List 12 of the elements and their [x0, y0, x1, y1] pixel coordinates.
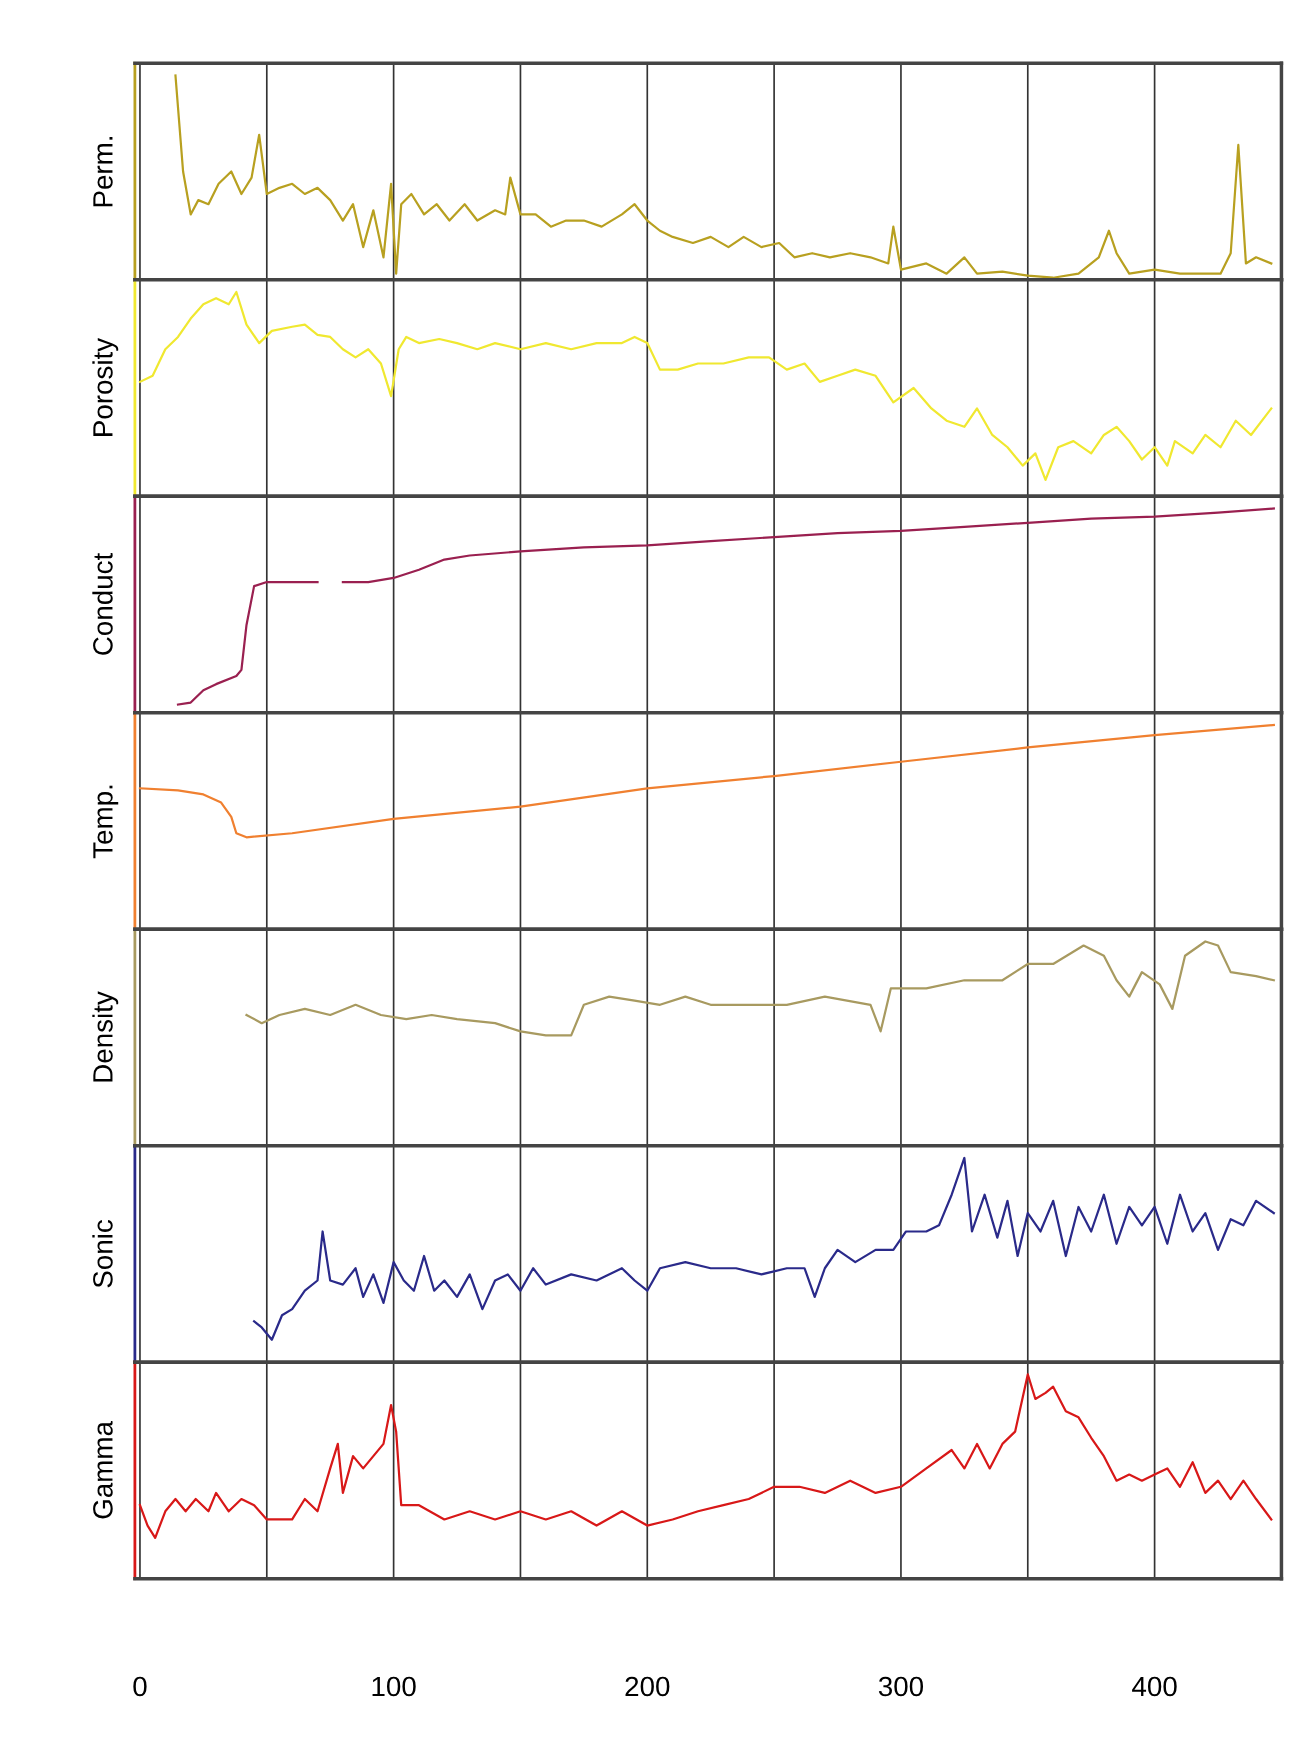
y-axis-title: Porosity	[92, 337, 119, 436]
x-tick-label: 200	[625, 1676, 670, 1697]
y-axis-title: Sonic	[92, 1219, 113, 1288]
x-tick-label: 400	[1132, 1676, 1177, 1697]
y-axis-title: Temp.	[93, 785, 119, 859]
x-tick-label: 0	[133, 1676, 147, 1697]
y-axis-title: Gamma	[93, 1421, 113, 1519]
x-tick-label: 100	[372, 1676, 416, 1697]
x-tick-label: 300	[878, 1676, 924, 1697]
y-axis-title: Density	[92, 991, 119, 1082]
y-axis-title: Conduct	[92, 552, 113, 655]
y-axis-title: Perm.	[93, 137, 113, 207]
